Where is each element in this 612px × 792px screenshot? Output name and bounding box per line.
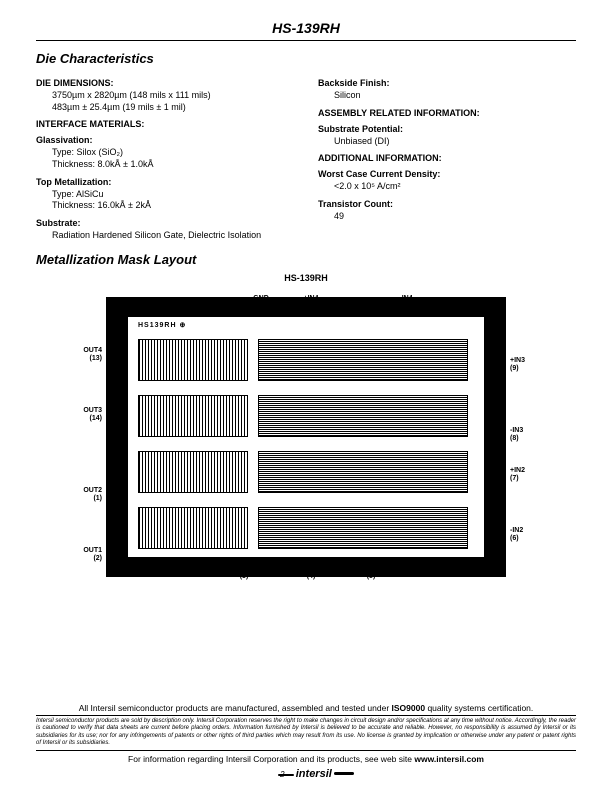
backside-finish-value: Silicon — [334, 90, 576, 102]
top-metallization-type: Type: AlSiCu — [52, 189, 294, 201]
glassivation-label: Glassivation: — [36, 135, 294, 145]
chip-marking: HS139RH ⊕ — [138, 321, 186, 329]
section-die-characteristics: Die Characteristics — [36, 51, 576, 66]
footer-website-info: For information regarding Intersil Corpo… — [36, 754, 576, 764]
pin-vplus: V+(3) — [224, 565, 264, 580]
substrate-potential-value: Unbiased (DI) — [334, 136, 576, 148]
die-image: HS139RH ⊕ — [106, 297, 506, 577]
footer-certification: All Intersil semiconductor products are … — [36, 703, 576, 716]
mask-part-label: HS-139RH — [36, 273, 576, 283]
die-dimensions-2: 483µm ± 25.4µm (19 mils ± 1 mil) — [52, 102, 294, 114]
additional-info-label: ADDITIONAL INFORMATION: — [318, 153, 576, 163]
footer: All Intersil semiconductor products are … — [36, 703, 576, 780]
transistor-count-value: 49 — [334, 211, 576, 223]
pin-in1n: -IN1(4) — [291, 565, 331, 580]
pin-out2: OUT2(1) — [66, 487, 102, 502]
right-column: Backside Finish: Silicon ASSEMBLY RELATE… — [318, 72, 576, 242]
worst-case-current-value: <2.0 x 10⁵ A/cm² — [334, 181, 576, 193]
header-part-number: HS-139RH — [36, 20, 576, 41]
pin-in2n: -IN2(6) — [510, 527, 546, 542]
die-dimensions-1: 3750µm x 2820µm (148 mils x 111 mils) — [52, 90, 294, 102]
transistor-count-label: Transistor Count: — [318, 199, 576, 209]
section-mask-layout: Metallization Mask Layout — [36, 252, 576, 267]
footer-legal-text: Intersil semiconductor products are sold… — [36, 718, 576, 751]
worst-case-current-label: Worst Case Current Density: — [318, 169, 576, 179]
die-dimensions-label: DIE DIMENSIONS: — [36, 78, 294, 88]
pin-out1: OUT1(2) — [66, 547, 102, 562]
pin-in3p: +IN3(9) — [510, 357, 546, 372]
footer-logo-row: 2 intersil — [36, 768, 576, 780]
pin-in3n: -IN3(8) — [510, 427, 546, 442]
substrate-label: Substrate: — [36, 218, 294, 228]
top-metallization-label: Top Metallization: — [36, 177, 294, 187]
die-layout-container: GND(12) +IN4(11) -IN4(10) OUT4(13) OUT3(… — [66, 297, 546, 577]
substrate-value: Radiation Hardened Silicon Gate, Dielect… — [52, 230, 294, 242]
backside-finish-label: Backside Finish: — [318, 78, 576, 88]
assembly-info-label: ASSEMBLY RELATED INFORMATION: — [318, 108, 576, 118]
pin-in1p: +IN1(5) — [351, 565, 391, 580]
glassivation-thickness: Thickness: 8.0kÅ ± 1.0kÅ — [52, 159, 294, 171]
pin-in2p: +IN2(7) — [510, 467, 546, 482]
pin-out3: OUT3(14) — [66, 407, 102, 422]
left-column: DIE DIMENSIONS: 3750µm x 2820µm (148 mil… — [36, 72, 294, 242]
interface-materials-label: INTERFACE MATERIALS: — [36, 119, 294, 129]
top-metallization-thickness: Thickness: 16.0kÅ ± 2kÅ — [52, 200, 294, 212]
substrate-potential-label: Substrate Potential: — [318, 124, 576, 134]
glassivation-type: Type: Silox (SiO₂) — [52, 147, 294, 159]
pin-out4: OUT4(13) — [66, 347, 102, 362]
intersil-logo: intersil — [296, 768, 332, 780]
